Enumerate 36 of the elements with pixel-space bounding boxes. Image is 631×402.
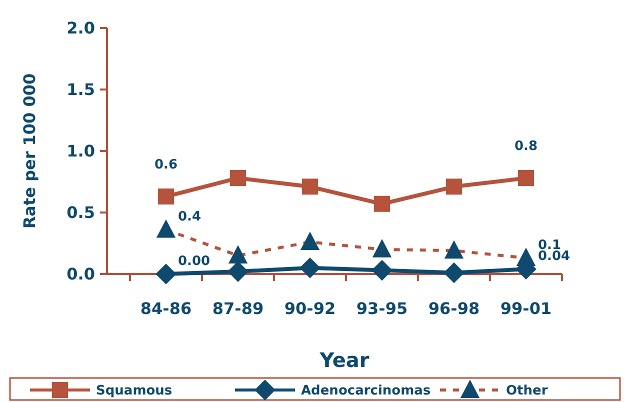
point: [372, 260, 392, 281]
data-label: 0.4: [178, 210, 202, 225]
point: [444, 262, 464, 284]
x-tick-label: 87-89: [212, 299, 264, 318]
point: [300, 257, 320, 278]
x-tick-label: 84-86: [140, 299, 192, 318]
x-tick-label: 93-95: [356, 299, 408, 318]
data-label: 0.00: [178, 254, 210, 269]
point: [444, 240, 464, 259]
y-tick-label: 2.0: [66, 18, 95, 38]
x-tick-label: 90-92: [284, 299, 336, 318]
point: [300, 232, 320, 250]
legend-label: Adenocarcinomas: [301, 384, 431, 399]
point: [374, 196, 390, 212]
legend-label: Squamous: [96, 384, 172, 399]
point: [158, 188, 174, 205]
point: [156, 219, 176, 238]
data-label: 0.8: [514, 139, 538, 154]
point: [446, 178, 462, 195]
x-tick-label: 96-98: [428, 299, 480, 318]
y-axis-title: Rate per 100 000: [20, 73, 39, 229]
y-tick-label: 1.5: [66, 80, 95, 100]
y-tick-label: 0.5: [66, 203, 95, 222]
point: [230, 170, 246, 186]
y-tick-label: 0.0: [66, 264, 95, 284]
data-label: 0.6: [154, 158, 178, 173]
x-tick-label: 99-01: [500, 299, 552, 318]
y-tick-label: 1.0: [66, 142, 95, 161]
point: [156, 264, 176, 284]
point: [228, 245, 248, 264]
point: [302, 178, 318, 195]
x-axis-title: Year: [318, 348, 370, 372]
point: [516, 248, 536, 266]
legend-label: Other: [506, 384, 548, 399]
point: [518, 170, 534, 186]
point: [372, 239, 392, 258]
